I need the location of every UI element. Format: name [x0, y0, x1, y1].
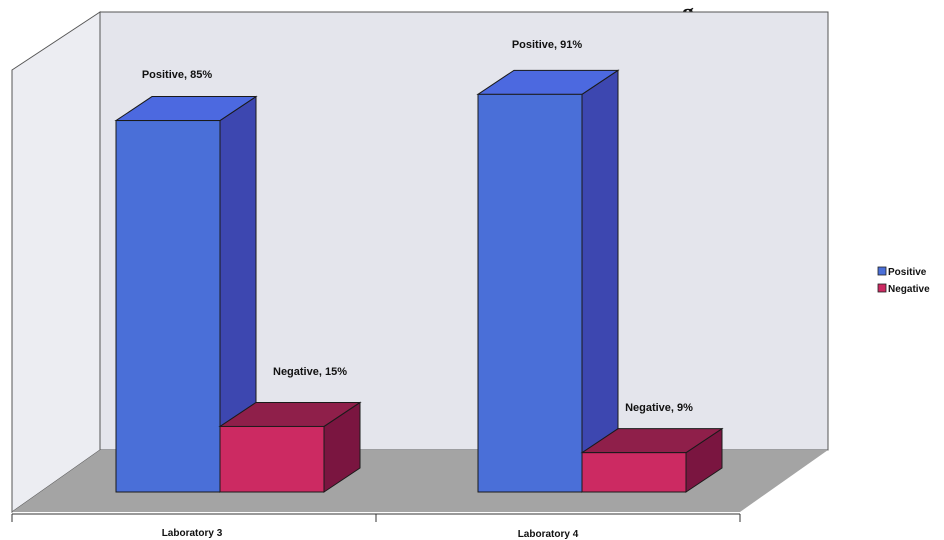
bar-positive-2-side — [581, 69, 619, 493]
bar-negative-2 — [580, 427, 724, 493]
bar-positive-2 — [476, 69, 620, 493]
legend-label: Negative — [888, 284, 930, 295]
data-label: Positive, 91% — [512, 39, 583, 51]
bar-negative-2-front — [581, 452, 687, 493]
bars — [114, 69, 724, 493]
bar-positive-1 — [114, 95, 258, 493]
legend: Positive Negative — [877, 266, 930, 295]
x-tick-label: Laboratory 3 — [162, 528, 223, 539]
legend-swatch-negative — [877, 283, 887, 293]
bar-negative-1 — [218, 401, 362, 493]
legend-label: Positive — [888, 267, 927, 278]
left-wall — [11, 11, 101, 513]
data-label: Positive, 85% — [142, 69, 213, 81]
legend-swatch-positive — [877, 266, 887, 276]
data-label: Negative, 9% — [625, 402, 693, 414]
bar-positive-1-front — [115, 120, 221, 493]
bar-positive-2-front — [477, 93, 583, 493]
data-label: Negative, 15% — [273, 366, 347, 378]
x-tick-label: Laboratory 4 — [518, 529, 579, 540]
bar-negative-1-front — [219, 425, 325, 493]
